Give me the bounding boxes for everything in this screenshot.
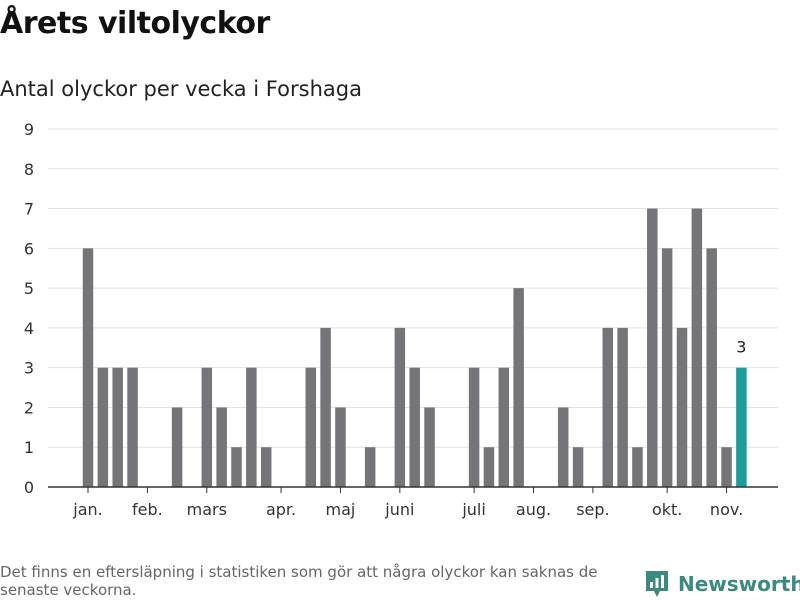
bar (320, 327, 331, 487)
bar (676, 327, 688, 487)
bar (513, 288, 524, 487)
y-tick-label: 4 (24, 319, 34, 338)
x-tick-label: juli (461, 500, 485, 519)
y-tick-label: 7 (24, 200, 34, 219)
bar (82, 248, 94, 487)
highlight-value-label: 3 (736, 338, 746, 357)
bar (647, 208, 658, 488)
x-tick-label: feb. (132, 500, 163, 519)
x-tick-label: aug. (516, 500, 551, 519)
bar (112, 367, 123, 487)
x-tick-label: juni (384, 500, 414, 519)
bar (260, 447, 272, 487)
x-tick-label: jan. (72, 500, 102, 519)
brand-name: Newsworthy (678, 572, 800, 596)
bar (706, 248, 717, 487)
bar (602, 327, 613, 487)
y-tick-label: 1 (24, 438, 34, 457)
bar (661, 248, 673, 487)
bar (498, 367, 510, 487)
bar (97, 367, 109, 487)
bar (483, 447, 495, 487)
bar (572, 447, 584, 487)
x-tick-label: sep. (576, 500, 609, 519)
bar (246, 367, 257, 487)
y-tick-label: 0 (24, 478, 34, 497)
y-tick-label: 8 (24, 160, 34, 179)
x-tick-label: apr. (266, 500, 296, 519)
bar (364, 447, 376, 487)
y-tick-label: 2 (24, 398, 34, 417)
bar (617, 327, 628, 487)
bar (557, 407, 569, 487)
bar (721, 447, 732, 487)
bar (691, 208, 703, 488)
x-tick-label: nov. (710, 500, 743, 519)
y-tick-label: 9 (24, 120, 34, 139)
y-tick-label: 6 (24, 239, 34, 258)
x-tick-label: okt. (652, 500, 682, 519)
newsworthy-logo-icon (646, 571, 668, 597)
y-tick-label: 3 (24, 359, 34, 378)
bar (335, 407, 346, 487)
x-tick-label: mars (187, 500, 227, 519)
bar (171, 407, 183, 487)
y-tick-label: 5 (24, 279, 34, 298)
x-tick-label: maj (326, 500, 356, 519)
chart-title: Årets viltolyckor (0, 6, 270, 41)
bar (424, 407, 435, 487)
brand[interactable]: Newsworthy (644, 568, 800, 600)
chart-subtitle: Antal olyckor per vecka i Forshaga (0, 77, 362, 101)
bar (394, 327, 406, 487)
bar (305, 367, 316, 487)
bar (231, 447, 242, 487)
bar (127, 367, 138, 487)
footnote: Det finns en eftersläpning i statistiken… (0, 563, 598, 599)
bar-chart: 0 1 2 3 4 5 6 7 8 9 3 jan. feb. mars apr. maj juni juli au… (24, 120, 778, 519)
bar (632, 447, 643, 487)
bar (409, 367, 420, 487)
bar-highlight (736, 367, 747, 487)
bar (216, 407, 227, 487)
bar (201, 367, 213, 487)
bar (468, 367, 480, 487)
